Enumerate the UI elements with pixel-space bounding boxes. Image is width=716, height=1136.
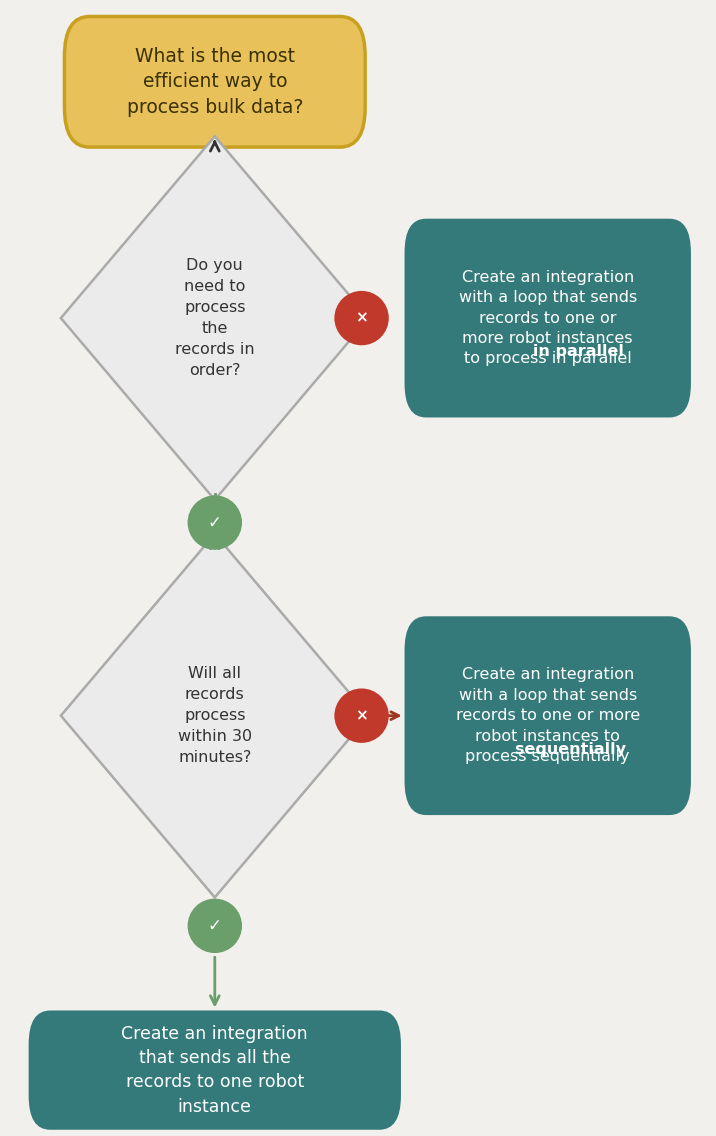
Text: ×: × xyxy=(355,310,368,326)
Text: Create an integration
that sends all the
records to one robot
instance: Create an integration that sends all the… xyxy=(122,1025,308,1116)
FancyBboxPatch shape xyxy=(405,219,691,418)
FancyBboxPatch shape xyxy=(29,1011,401,1129)
Ellipse shape xyxy=(334,688,389,743)
Text: sequentially: sequentially xyxy=(470,742,626,757)
Text: ×: × xyxy=(355,708,368,724)
FancyBboxPatch shape xyxy=(405,617,691,816)
Polygon shape xyxy=(61,136,369,500)
Text: Create an integration
with a loop that sends
records to one or
more robot instan: Create an integration with a loop that s… xyxy=(459,269,637,367)
Ellipse shape xyxy=(334,291,389,345)
Ellipse shape xyxy=(188,899,242,953)
FancyBboxPatch shape xyxy=(64,16,365,147)
Polygon shape xyxy=(61,534,369,897)
Text: ✓: ✓ xyxy=(208,917,222,935)
Text: What is the most
efficient way to
process bulk data?: What is the most efficient way to proces… xyxy=(127,47,303,117)
Ellipse shape xyxy=(188,495,242,550)
Text: ✓: ✓ xyxy=(208,513,222,532)
Text: in parallel: in parallel xyxy=(471,344,624,359)
Text: Create an integration
with a loop that sends
records to one or more
robot instan: Create an integration with a loop that s… xyxy=(455,667,640,765)
Text: Do you
need to
process
the
records in
order?: Do you need to process the records in or… xyxy=(175,258,255,378)
Text: Will all
records
process
within 30
minutes?: Will all records process within 30 minut… xyxy=(178,666,252,766)
